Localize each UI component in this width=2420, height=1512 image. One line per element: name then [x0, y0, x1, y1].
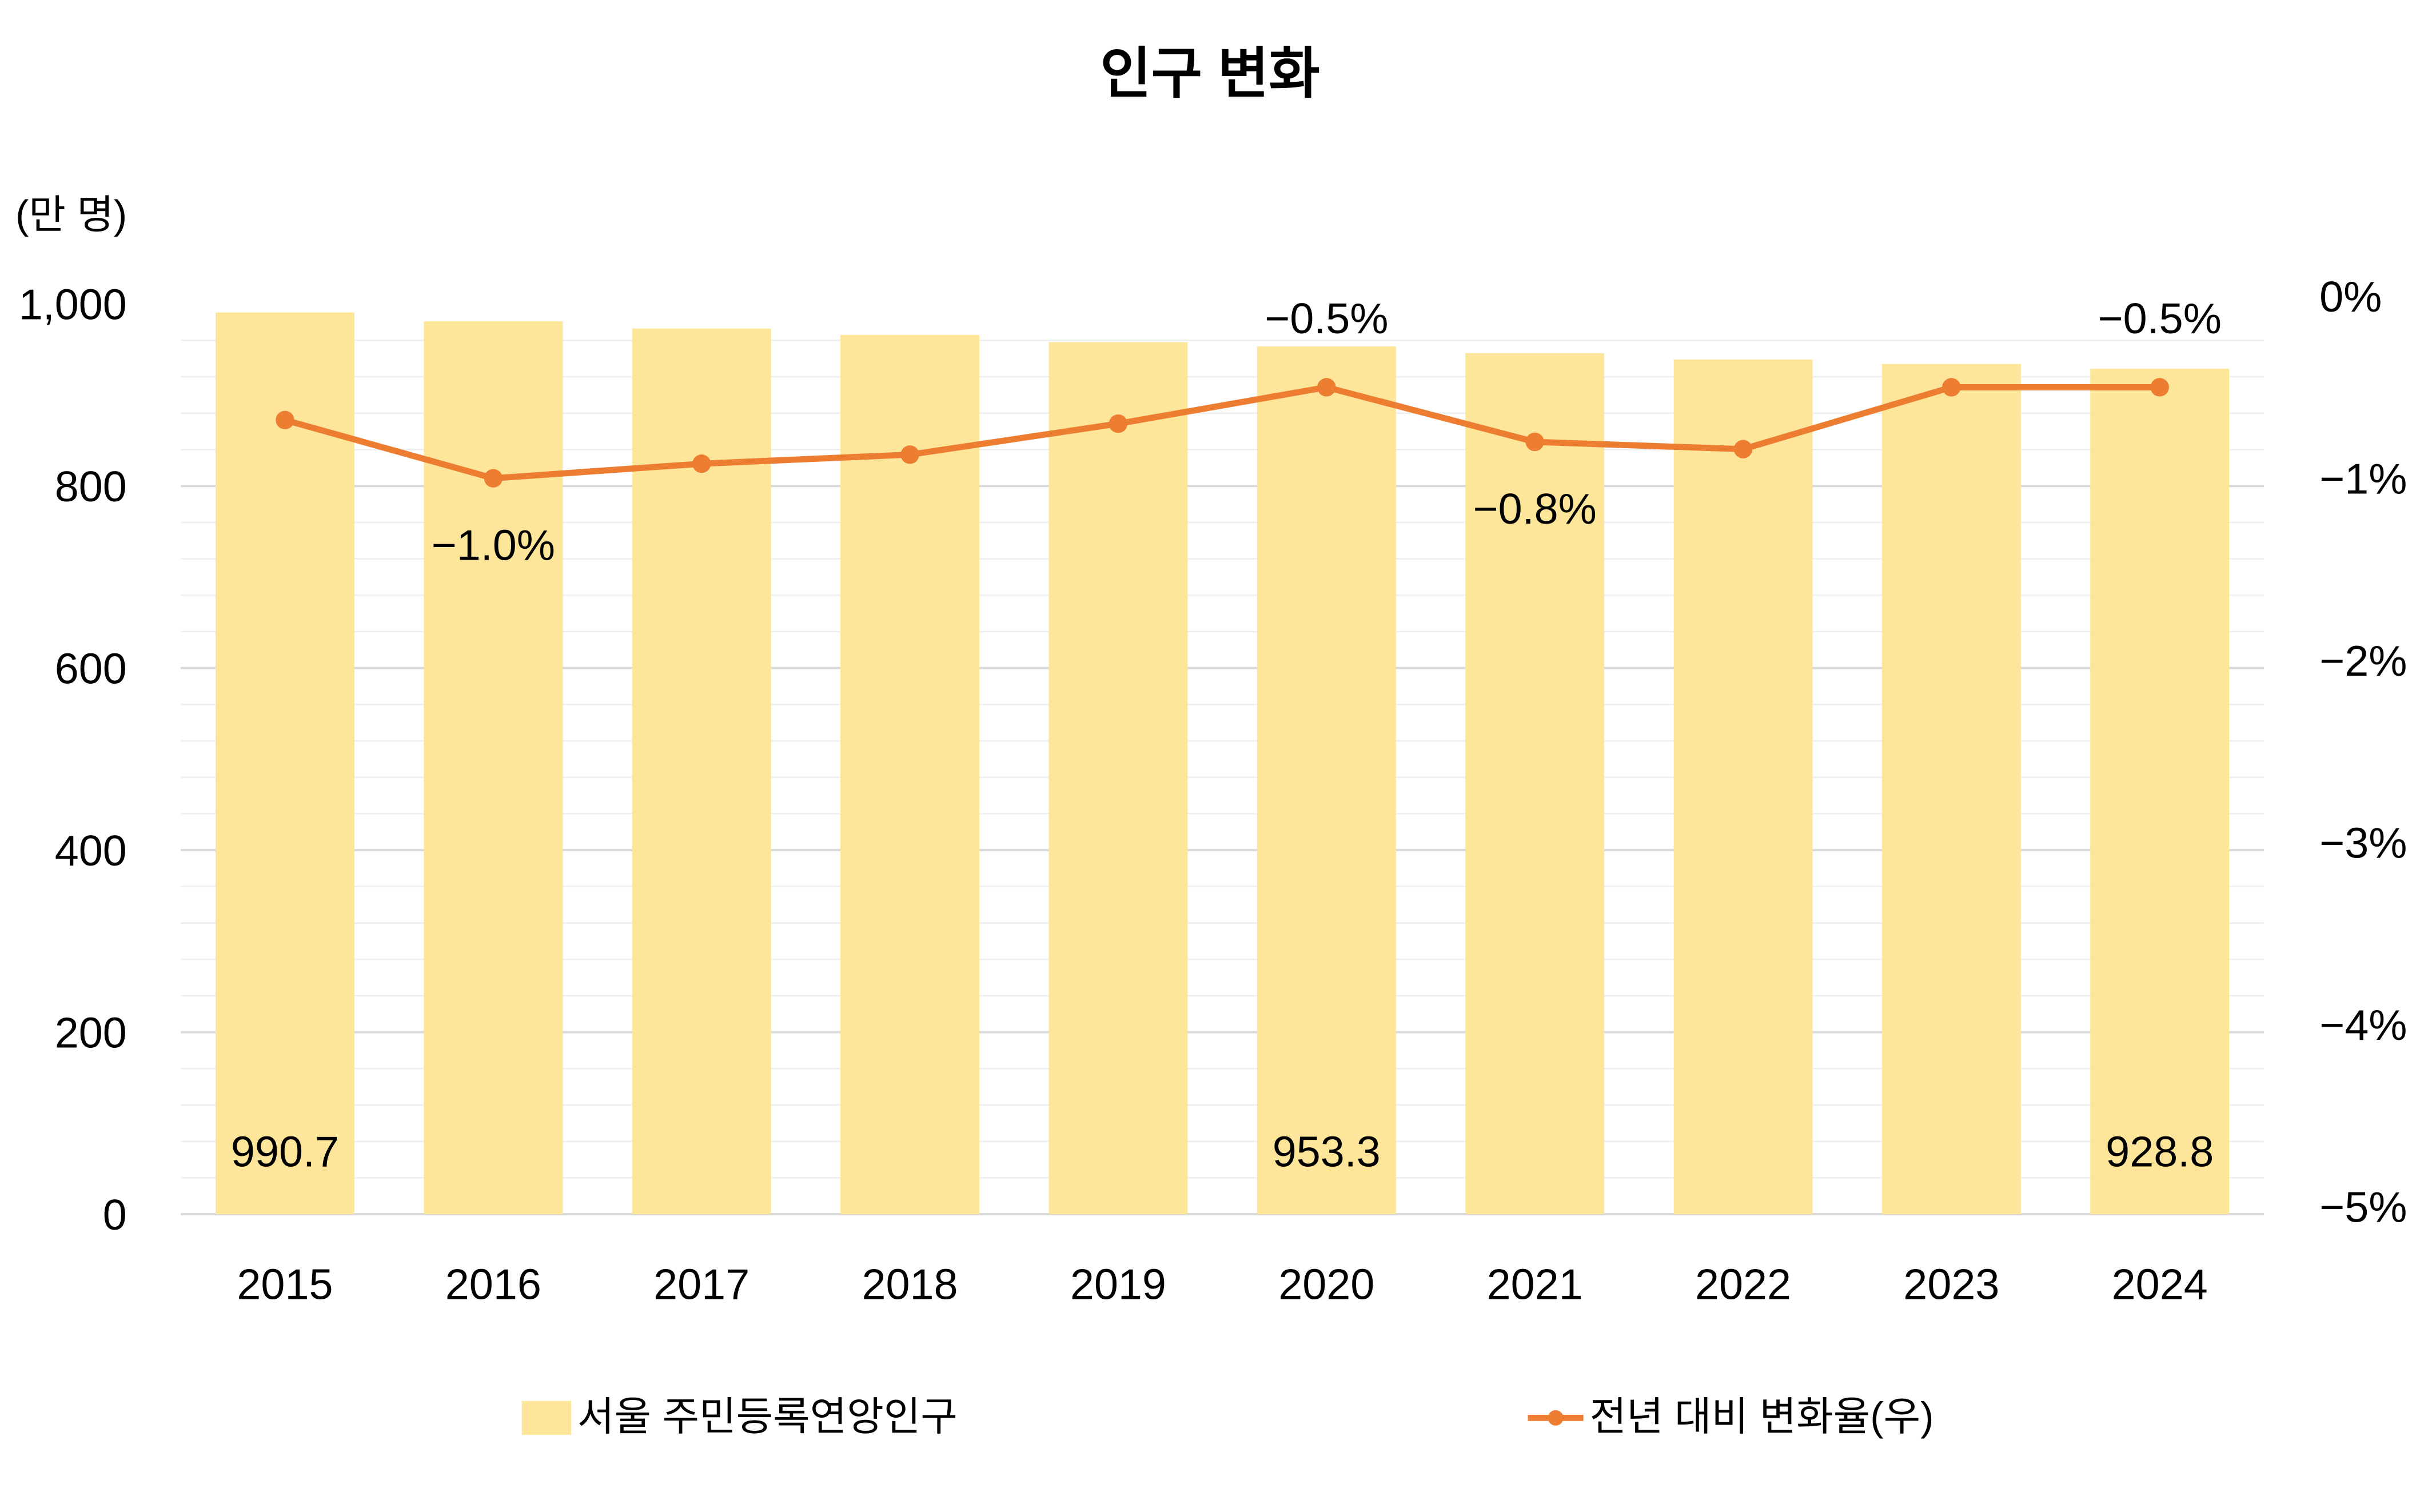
legend: 서울 주민등록연앙인구 전년 대비 변화율(우) [521, 1394, 1934, 1439]
line-point-2023 [1942, 378, 1961, 397]
line-point-2020 [1317, 378, 1336, 397]
bar-2023 [1881, 364, 2021, 1215]
x-tick: 2019 [1070, 1261, 1166, 1309]
line-point-2022 [1733, 440, 1753, 458]
x-tick: 2024 [2112, 1261, 2208, 1309]
bar-2015 [216, 312, 354, 1215]
line-data-label: −0.5% [2098, 295, 2222, 343]
bar-2020 [1257, 346, 1396, 1215]
y-right-tick: −3% [2319, 820, 2407, 868]
bar-2019 [1048, 342, 1188, 1215]
y-left-tick: 1,000 [19, 281, 127, 329]
line-point-2015 [276, 410, 294, 429]
bar-2016 [424, 321, 563, 1215]
bar-2024 [2090, 369, 2230, 1215]
x-tick: 2017 [653, 1261, 749, 1309]
x-tick: 2023 [1903, 1261, 1999, 1309]
line-data-label: −0.5% [1265, 295, 1388, 343]
legend-label-bar: 서울 주민등록연앙인구 [577, 1394, 958, 1439]
bar-2017 [632, 328, 771, 1215]
chart-title: 인구 변화 [1100, 42, 1320, 105]
x-tick: 2018 [862, 1261, 958, 1309]
legend-swatch-bar [521, 1401, 572, 1435]
change-rate-line [284, 384, 2160, 482]
line-point-2018 [900, 445, 919, 464]
x-tick: 2020 [1278, 1261, 1374, 1309]
x-tick: 2016 [445, 1261, 541, 1309]
y-left-tick: 0 [103, 1191, 127, 1239]
line-point-2024 [2150, 378, 2169, 397]
y-right-tick: −1% [2319, 456, 2407, 504]
bar-2021 [1465, 353, 1605, 1215]
legend-label-line: 전년 대비 변화율(우) [1589, 1394, 1933, 1439]
line-data-label: −0.8% [1473, 485, 1596, 533]
y-left-unit: (만 명) [15, 192, 127, 237]
bar-data-label: 990.7 [231, 1128, 339, 1176]
y-right-tick: −5% [2319, 1184, 2407, 1232]
line-point-2021 [1525, 432, 1544, 452]
bar-2022 [1673, 359, 1813, 1215]
y-left-tick: 200 [55, 1010, 127, 1058]
y-right-tick: −4% [2319, 1002, 2407, 1050]
y-left-tick: 400 [55, 827, 127, 875]
y-left-tick: 800 [55, 463, 127, 511]
y-right-tick: −2% [2319, 637, 2407, 685]
y-right-tick: 0% [2319, 273, 2382, 321]
line-point-2017 [692, 454, 711, 473]
x-tick: 2021 [1487, 1261, 1583, 1309]
legend-marker [1548, 1410, 1564, 1426]
y-left-tick: 600 [55, 645, 127, 693]
line-data-label: −1.0% [432, 522, 555, 570]
line-point-2016 [484, 469, 503, 488]
x-tick: 2015 [237, 1261, 333, 1309]
bar-data-label: 953.3 [1273, 1128, 1381, 1176]
bar-data-label: 928.8 [2106, 1128, 2214, 1176]
line-point-2019 [1109, 414, 1128, 433]
x-tick: 2022 [1695, 1261, 1791, 1309]
bar-2018 [840, 334, 980, 1215]
